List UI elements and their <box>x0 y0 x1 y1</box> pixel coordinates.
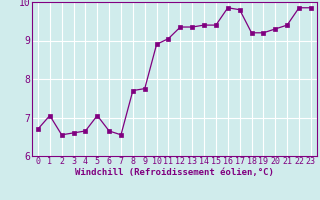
X-axis label: Windchill (Refroidissement éolien,°C): Windchill (Refroidissement éolien,°C) <box>75 168 274 177</box>
